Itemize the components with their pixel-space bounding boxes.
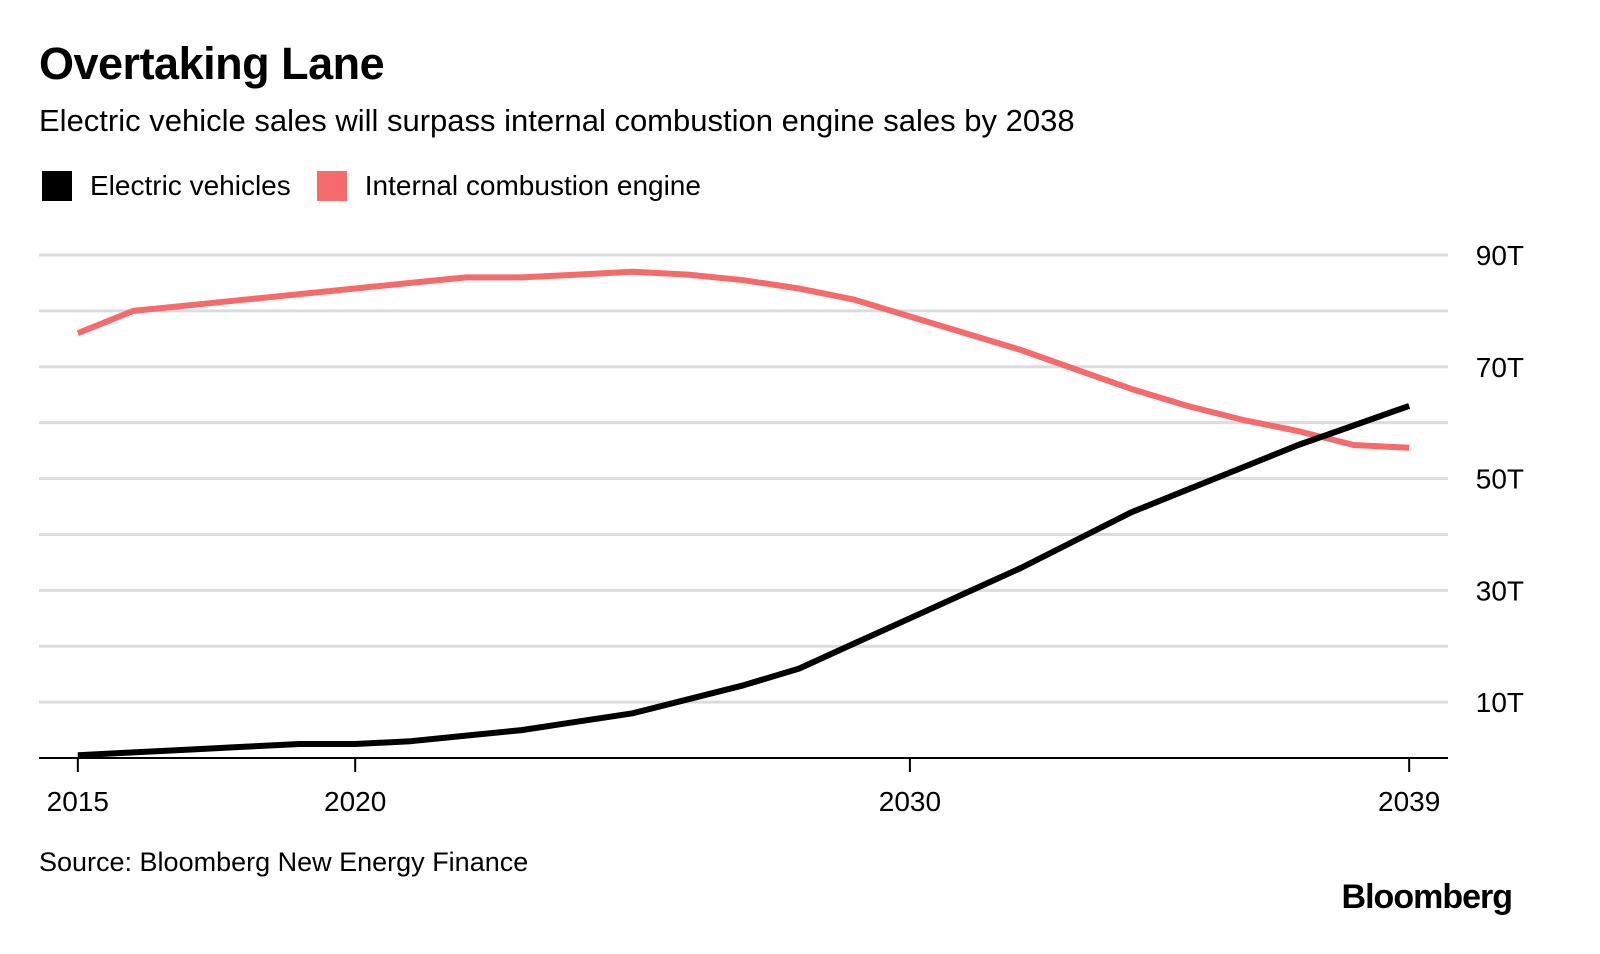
series-line-electric-vehicles	[77, 403, 1411, 759]
gridlines	[39, 253, 1448, 704]
source-note: Source: Bloomberg New Energy Finance	[39, 847, 529, 877]
legend-swatch-electric	[42, 171, 72, 201]
y-tick-label-70: 70T	[1476, 352, 1524, 383]
y-tick-label-30: 30T	[1476, 575, 1524, 606]
x-axis-labels: 2015 2020 2030 2039	[47, 786, 1441, 817]
legend-item-electric: Electric vehicles	[42, 170, 291, 202]
x-tick-label-2039: 2039	[1378, 786, 1440, 817]
x-tick-label-2020: 2020	[324, 786, 386, 817]
x-tick-label-2015: 2015	[47, 786, 109, 817]
legend: Electric vehicles Internal combustion en…	[42, 170, 727, 202]
y-tick-label-50: 50T	[1476, 464, 1524, 495]
legend-item-ice: Internal combustion engine	[316, 170, 701, 202]
y-tick-label-90: 90T	[1476, 240, 1524, 271]
chart-title: Overtaking Lane	[39, 38, 385, 89]
legend-label-ice: Internal combustion engine	[364, 170, 701, 201]
x-tick-label-2030: 2030	[879, 786, 941, 817]
series-line-internal-combustion-engine	[76, 268, 1410, 451]
chart-subtitle: Electric vehicle sales will surpass inte…	[39, 103, 1075, 138]
bloomberg-logo: Bloomberg	[1341, 878, 1513, 916]
legend-swatch-ice	[316, 171, 347, 201]
series-lines	[76, 268, 1411, 759]
y-tick-label-10: 10T	[1476, 687, 1524, 718]
y-axis-labels: 10T 30T 50T 70T 90T	[1476, 240, 1524, 718]
legend-label-electric: Electric vehicles	[90, 170, 291, 201]
x-axis	[39, 757, 1448, 772]
